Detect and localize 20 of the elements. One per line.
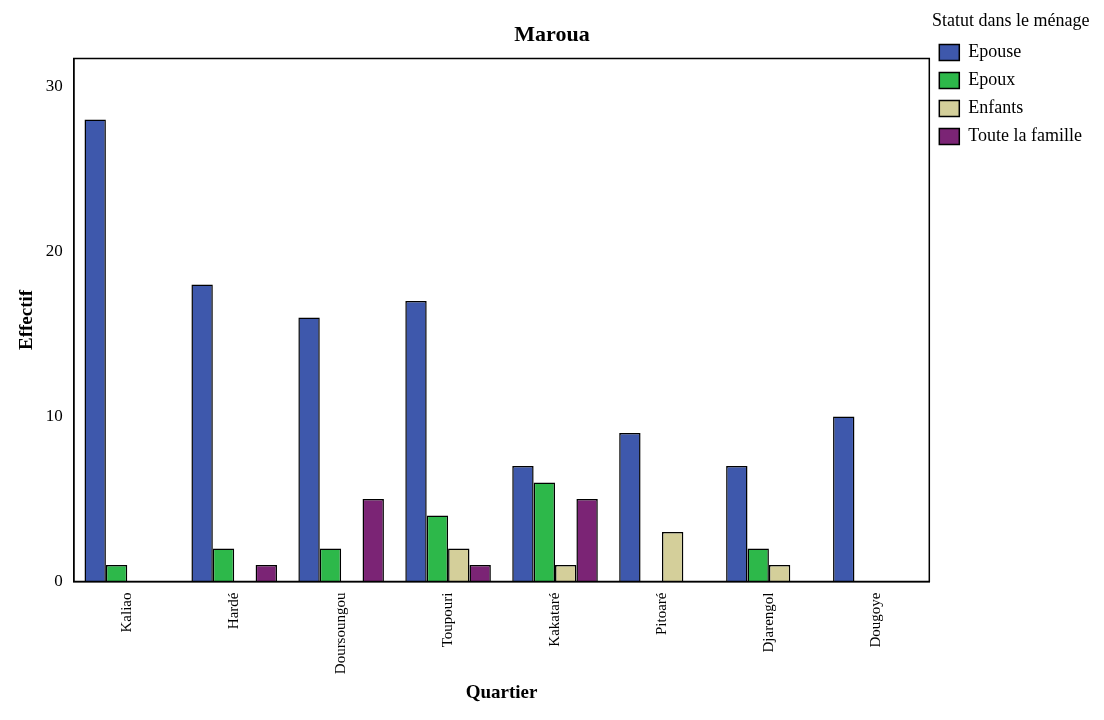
x-axis-title: Quartier xyxy=(465,680,538,702)
x-tick-label: Kaliao xyxy=(118,592,135,633)
y-tick-label: 10 xyxy=(45,405,63,425)
x-tick-label: Pitoaré xyxy=(652,592,669,636)
x-tick-label: Djarengol xyxy=(759,592,776,653)
x-tick-label: Kakataré xyxy=(545,592,562,647)
legend-label: Epoux xyxy=(968,69,1016,90)
y-axis-title: Effectif xyxy=(15,289,37,351)
legend-label: Enfants xyxy=(968,97,1024,118)
legend-label: Toute la famille xyxy=(968,125,1083,146)
x-tick-label: Toupouri xyxy=(439,592,456,648)
y-tick-label: 0 xyxy=(54,571,63,590)
y-tick-label: 30 xyxy=(45,75,63,95)
chart-title: Maroua xyxy=(514,20,590,46)
legend-label: Epouse xyxy=(968,41,1022,62)
x-tick-label: Hardé xyxy=(225,592,242,630)
y-tick-label: 20 xyxy=(45,240,63,260)
legend-title: Statut dans le ménage xyxy=(931,9,1090,30)
x-tick-label: Dougoye xyxy=(866,592,883,648)
x-tick-label: Doursoungou xyxy=(332,592,349,675)
